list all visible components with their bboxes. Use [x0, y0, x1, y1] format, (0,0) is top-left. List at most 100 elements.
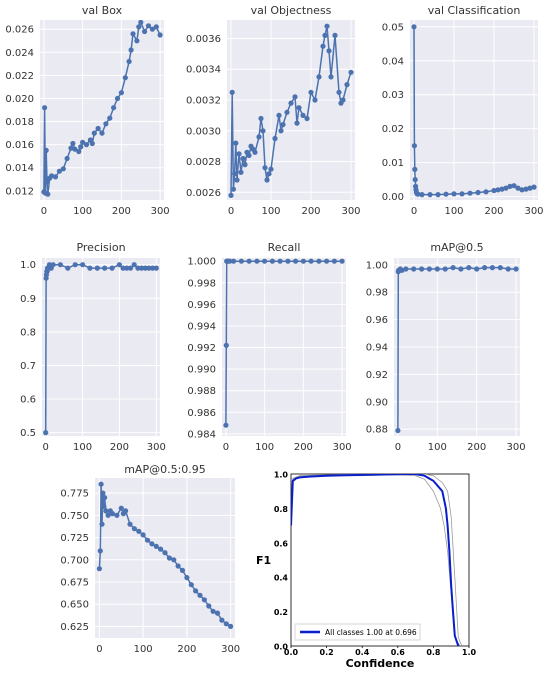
plot-marks	[411, 24, 537, 198]
plot-marks	[223, 258, 345, 428]
x-tick-label: 200	[110, 442, 129, 453]
data-point	[403, 266, 409, 272]
data-point	[260, 128, 266, 134]
data-point	[262, 258, 268, 264]
y-tick-label: 0.0	[274, 643, 289, 652]
data-point	[99, 130, 105, 136]
y-tick-label: 0.996	[187, 300, 216, 311]
data-point	[234, 177, 240, 183]
data-point	[109, 510, 116, 517]
data-point	[122, 75, 128, 81]
data-point	[242, 162, 248, 168]
data-point	[56, 168, 63, 174]
data-point	[474, 266, 480, 272]
plot-area	[95, 478, 235, 638]
y-tick-label: 0.8	[20, 327, 36, 338]
data-point	[503, 185, 509, 191]
data-point	[276, 112, 282, 118]
data-point	[97, 548, 103, 554]
data-point	[197, 592, 203, 598]
y-tick-label: 0.4	[274, 574, 289, 583]
chart-title: mAP@0.5	[430, 241, 483, 254]
data-point	[459, 191, 465, 197]
data-point	[458, 266, 464, 272]
x-tick-label: 100	[134, 644, 153, 655]
data-point	[52, 174, 59, 180]
y-tick-label: 0.675	[60, 578, 89, 589]
x-tick-label: 200	[301, 206, 320, 217]
y-tick-label: 0.5	[20, 428, 36, 439]
x-tick-label: 0.4	[355, 648, 370, 657]
x-tick-label: 0	[223, 442, 229, 453]
data-point	[223, 621, 229, 627]
y-tick-label: 0.90	[366, 397, 388, 408]
x-tick-label: 300	[333, 442, 352, 453]
data-point	[278, 128, 284, 134]
data-point	[308, 89, 314, 95]
data-point	[134, 38, 140, 44]
data-point	[126, 58, 132, 65]
y-tick-label: 0.022	[5, 71, 34, 82]
y-tick-label: 0.018	[5, 117, 34, 128]
data-point	[102, 495, 108, 501]
data-point	[149, 26, 155, 32]
y-tick-label: 0.998	[187, 278, 216, 289]
chart-title: val Objectness	[251, 4, 332, 17]
x-axis-label: Confidence	[346, 657, 415, 670]
data-point	[308, 258, 314, 264]
y-tick-label: 0.6	[20, 395, 36, 406]
y-tick-label: 0.992	[187, 343, 216, 354]
data-point	[43, 430, 49, 436]
data-point	[214, 610, 221, 616]
data-point	[395, 427, 401, 434]
plot-area	[290, 473, 470, 647]
x-tick-label: 0.8	[426, 648, 441, 657]
data-point	[300, 258, 306, 264]
y-tick-label: 0.0028	[186, 157, 221, 168]
data-point	[419, 192, 425, 198]
data-point	[150, 265, 156, 271]
y-tick-label: 0.2	[274, 608, 288, 617]
y-tick-label: 0.00	[382, 192, 404, 203]
data-point	[49, 173, 55, 179]
data-point	[145, 23, 152, 29]
y-tick-label: 0.05	[382, 22, 404, 33]
plot-area	[222, 258, 346, 436]
x-tick-label: 0	[43, 442, 49, 453]
chart-val_objectness: val Objectness 0 100 200 300 0.0026 0.0028 0.00…	[186, 4, 361, 217]
x-tick-label: 100	[73, 442, 92, 453]
plot-marks	[43, 262, 159, 436]
data-point	[105, 512, 111, 518]
data-point	[336, 89, 342, 95]
x-tick-label: 0	[96, 644, 102, 655]
data-point	[57, 262, 64, 268]
data-point	[264, 177, 270, 183]
data-point	[294, 120, 300, 126]
data-point	[304, 115, 310, 122]
y-tick-label: 0.990	[187, 365, 216, 376]
data-point	[144, 537, 151, 543]
y-tick-label: 0.020	[5, 94, 34, 105]
x-tick-label: 200	[294, 442, 313, 453]
data-point	[128, 47, 134, 53]
y-tick-label: 0.026	[5, 25, 34, 36]
data-point	[179, 567, 186, 574]
x-tick-label: 300	[507, 442, 526, 453]
data-point	[65, 265, 71, 271]
y-tick-label: 0.014	[5, 163, 34, 174]
data-point	[43, 147, 49, 153]
data-point	[131, 526, 137, 532]
data-point	[254, 258, 260, 264]
data-point	[107, 115, 113, 121]
data-point	[153, 265, 159, 271]
data-point	[135, 265, 141, 271]
data-point	[434, 266, 440, 272]
data-point	[124, 265, 130, 271]
x-tick-label: 200	[467, 442, 486, 453]
data-point	[411, 266, 417, 272]
chart-val_classification: val Classification 0 100 200 300 0.00 0.01 0.02…	[382, 4, 544, 217]
data-point	[507, 183, 513, 189]
data-point	[64, 155, 70, 162]
data-point	[511, 183, 517, 189]
data-point	[201, 597, 207, 603]
